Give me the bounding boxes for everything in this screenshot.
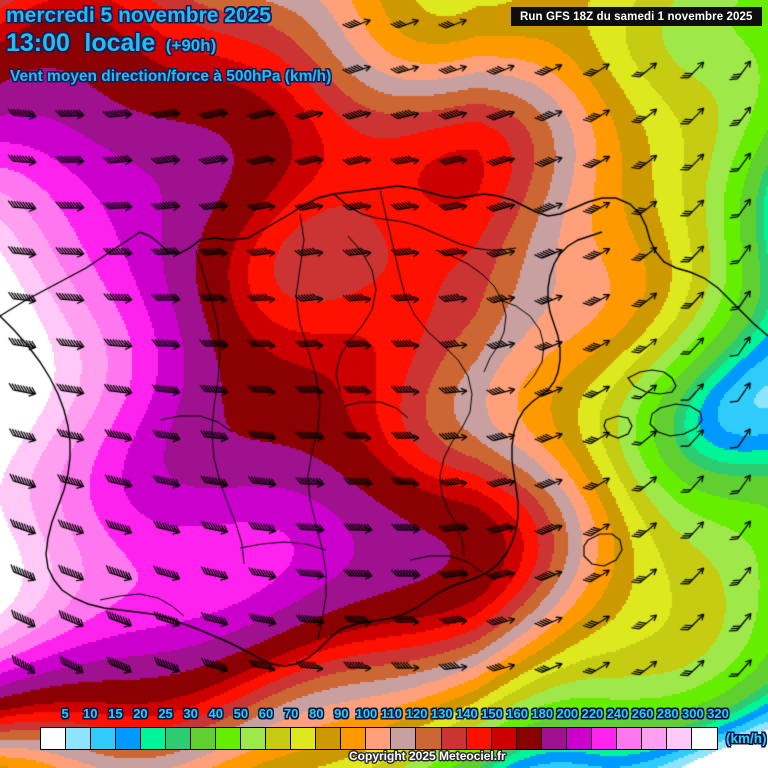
legend-tick-label: 120 — [405, 706, 428, 721]
legend-swatch[interactable] — [441, 728, 467, 749]
legend-swatch[interactable] — [466, 728, 492, 749]
legend-tick-label: 15 — [108, 706, 123, 721]
legend-tick-label: 50 — [233, 706, 249, 721]
legend-swatch[interactable] — [516, 728, 542, 749]
legend-tick-label: 280 — [656, 706, 679, 721]
legend-tick-label: 25 — [158, 706, 173, 721]
legend-swatch[interactable] — [666, 728, 692, 749]
map-title-block: mercredi 5 novembre 2025 13:00 locale (+… — [6, 4, 271, 61]
legend-swatch[interactable] — [241, 728, 267, 749]
legend-swatch[interactable] — [141, 728, 167, 749]
forecast-time-line: 13:00 locale (+90h) — [6, 29, 271, 61]
forecast-echeance-label: (+90h) — [165, 36, 217, 55]
forecast-date-label: mercredi 5 novembre 2025 — [6, 4, 271, 27]
legend-tick-label: 40 — [208, 706, 223, 721]
copyright-label: Copyright 2025 Meteociel.fr — [349, 749, 506, 763]
timezone-label: locale — [84, 29, 156, 57]
legend-swatch[interactable] — [416, 728, 442, 749]
legend-tick-label: 320 — [707, 706, 729, 721]
legend-swatch[interactable] — [366, 728, 392, 749]
legend-swatch[interactable] — [691, 728, 717, 749]
legend-tick-label: 130 — [430, 706, 453, 721]
legend-tick-label: 60 — [258, 706, 274, 721]
legend-tick-label: 220 — [581, 706, 604, 721]
model-run-banner: Run GFS 18Z du samedi 1 novembre 2025 — [511, 7, 762, 26]
legend-swatch[interactable] — [541, 728, 567, 749]
legend-tick-label: 200 — [556, 706, 579, 721]
legend-swatch[interactable] — [166, 728, 192, 749]
legend-swatch[interactable] — [91, 728, 117, 749]
legend-swatch[interactable] — [641, 728, 667, 749]
legend-swatch[interactable] — [491, 728, 517, 749]
legend-swatch[interactable] — [191, 728, 217, 749]
legend-tick-label: 100 — [355, 706, 378, 721]
legend-swatch[interactable] — [216, 728, 242, 749]
legend-tick-label: 20 — [133, 706, 148, 721]
legend-tick-label: 240 — [606, 706, 629, 721]
legend-tick-label: 70 — [283, 706, 299, 721]
legend-tick-label: 5 — [61, 706, 69, 721]
legend-swatch[interactable] — [616, 728, 642, 749]
legend-tick-label: 30 — [183, 706, 198, 721]
legend-tick-label: 160 — [506, 706, 528, 721]
legend-tick-label: 10 — [82, 706, 98, 721]
color-scale-legend[interactable]: 5 10 15 20 25 30 40 50 60 70 80 90 100 110 120 130 140 15… — [0, 706, 768, 768]
legend-tick-label: 90 — [334, 706, 349, 721]
legend-tick-label: 150 — [481, 706, 503, 721]
legend-swatch[interactable] — [341, 728, 367, 749]
legend-swatch[interactable] — [391, 728, 417, 749]
legend-swatch[interactable] — [116, 728, 142, 749]
forecast-time-label: 13:00 — [6, 29, 70, 57]
legend-swatch[interactable] — [316, 728, 342, 749]
legend-swatch[interactable] — [41, 728, 67, 749]
parameter-label: Vent moyen direction/force à 500hPa (km/… — [10, 68, 332, 85]
legend-tick-label: 180 — [531, 706, 554, 721]
legend-swatch[interactable] — [591, 728, 617, 749]
legend-color-bar[interactable] — [40, 727, 718, 750]
legend-tick-label: 80 — [308, 706, 324, 721]
legend-tick-label: 110 — [381, 706, 403, 721]
legend-tick-label: 300 — [682, 706, 704, 721]
legend-swatch[interactable] — [266, 728, 292, 749]
legend-tick-label: 260 — [631, 706, 654, 721]
legend-unit-label: (km/h) — [726, 731, 767, 746]
legend-swatch[interactable] — [566, 728, 592, 749]
legend-swatch[interactable] — [66, 728, 92, 749]
legend-tick-labels: 5 10 15 20 25 30 40 50 60 70 80 90 100 110 120 130 140 15… — [0, 706, 768, 724]
legend-tick-label: 140 — [456, 706, 478, 721]
legend-swatch[interactable] — [291, 728, 317, 749]
